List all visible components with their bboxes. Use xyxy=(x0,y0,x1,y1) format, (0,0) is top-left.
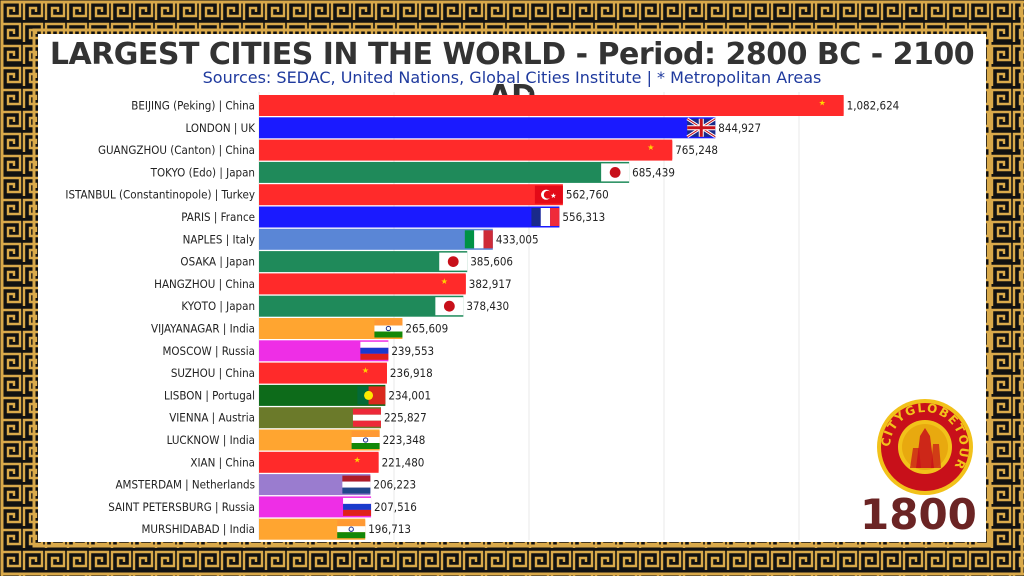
bar xyxy=(259,228,493,250)
category-label: KYOTO | Japan xyxy=(181,299,255,313)
china-flag-icon: ★ xyxy=(437,274,466,293)
china-flag-icon: ★ xyxy=(358,364,387,383)
portugal-flag-icon xyxy=(357,386,386,405)
value-label: 234,001 xyxy=(388,388,431,402)
japan-flag-icon xyxy=(435,297,464,316)
japan-flag-icon xyxy=(439,252,468,271)
bar xyxy=(259,161,630,183)
netherlands-flag-icon xyxy=(342,475,371,494)
svg-text:★: ★ xyxy=(441,277,448,286)
chart-subtitle: Sources: SEDAC, United Nations, Global C… xyxy=(202,68,822,87)
uk-flag-icon xyxy=(686,117,717,139)
value-label: 1,082,624 xyxy=(847,99,900,113)
bar xyxy=(259,384,386,406)
category-label: GUANGZHOU (Canton) | China xyxy=(98,143,255,157)
china-flag-icon: ★ xyxy=(644,141,673,160)
value-label: 239,553 xyxy=(391,344,434,358)
svg-text:★: ★ xyxy=(362,366,369,375)
category-label: VIENNA | Austria xyxy=(169,411,255,425)
india-flag-icon xyxy=(374,319,403,338)
category-label: OSAKA | Japan xyxy=(180,255,255,269)
bar xyxy=(259,318,403,339)
china-flag-icon: ★ xyxy=(815,96,844,115)
bar xyxy=(259,340,389,362)
china-flag-icon: ★ xyxy=(350,453,379,472)
value-label: 236,918 xyxy=(390,366,433,380)
value-label: 385,606 xyxy=(470,255,513,269)
bar xyxy=(259,184,563,206)
bar xyxy=(259,407,381,429)
value-label: 378,430 xyxy=(466,299,509,313)
bar xyxy=(259,251,468,273)
value-label: 221,480 xyxy=(382,455,425,469)
category-label: MOSCOW | Russia xyxy=(162,344,255,358)
category-label: LISBON | Portugal xyxy=(164,388,255,402)
category-label: ISTANBUL (Constantinopole) | Turkey xyxy=(65,188,255,202)
cityglobetour-logo: CITYGLOBETOUR xyxy=(877,399,973,495)
russia-flag-icon xyxy=(360,341,389,360)
year-counter: 1800 xyxy=(860,490,977,539)
category-label: TOKYO (Edo) | Japan xyxy=(150,165,255,179)
austria-flag-icon xyxy=(352,408,381,427)
value-label: 685,439 xyxy=(632,165,675,179)
bar xyxy=(259,117,716,139)
category-label: LONDON | UK xyxy=(186,121,256,135)
value-label: 265,609 xyxy=(405,322,448,336)
category-label: PARIS | France xyxy=(181,210,255,224)
svg-text:★: ★ xyxy=(550,192,556,200)
value-label: 225,827 xyxy=(384,411,427,425)
bar xyxy=(259,273,466,295)
bar xyxy=(259,139,673,161)
category-label: MURSHIDABAD | India xyxy=(141,522,255,536)
category-label: LUCKNOW | India xyxy=(167,433,255,447)
svg-text:★: ★ xyxy=(354,455,361,464)
turkey-flag-icon: ★ xyxy=(534,185,563,204)
bar xyxy=(259,496,372,518)
bar xyxy=(259,451,379,473)
category-label: NAPLES | Italy xyxy=(183,232,255,246)
value-label: 844,927 xyxy=(718,121,761,135)
bar xyxy=(259,362,387,384)
india-flag-icon xyxy=(351,431,380,449)
bar xyxy=(259,295,464,317)
japan-flag-icon xyxy=(601,163,630,182)
category-label: SAINT PETERSBURG | Russia xyxy=(108,500,255,514)
value-label: 196,713 xyxy=(368,522,411,536)
value-label: 207,516 xyxy=(374,500,417,514)
category-label: VIJAYANAGAR | India xyxy=(151,322,255,336)
svg-text:★: ★ xyxy=(647,143,654,152)
india-flag-icon xyxy=(337,520,366,539)
bar xyxy=(259,95,844,116)
category-label: BEIJING (Peking) | China xyxy=(131,99,255,113)
value-label: 433,005 xyxy=(496,232,539,246)
category-label: HANGZHOU | China xyxy=(154,277,255,291)
category-label: SUZHOU | China xyxy=(171,366,255,380)
bar xyxy=(259,206,560,228)
russia-flag-icon xyxy=(343,497,372,516)
france-flag-icon xyxy=(531,208,560,226)
category-label: XIAN | China xyxy=(190,455,255,469)
value-label: 562,760 xyxy=(566,188,609,202)
value-label: 223,348 xyxy=(383,433,426,447)
value-label: 765,248 xyxy=(675,143,718,157)
italy-flag-icon xyxy=(464,230,493,249)
value-label: 382,917 xyxy=(469,277,512,291)
bar xyxy=(259,429,380,451)
category-label: AMSTERDAM | Netherlands xyxy=(115,478,255,492)
value-label: 206,223 xyxy=(373,478,416,492)
value-label: 556,313 xyxy=(562,210,605,224)
svg-text:★: ★ xyxy=(819,99,826,108)
